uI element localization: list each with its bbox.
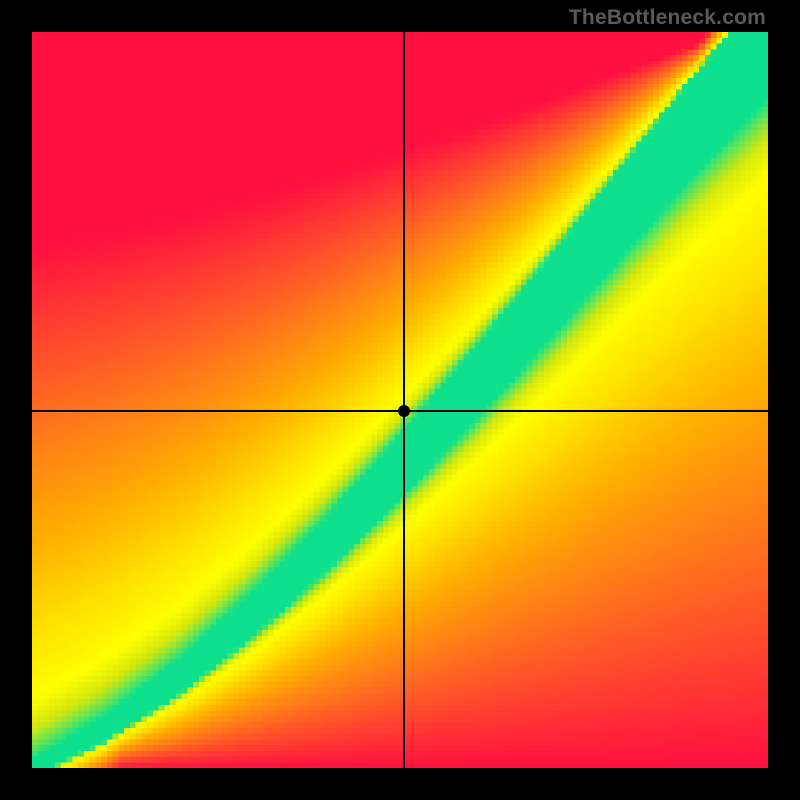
marker-dot	[398, 405, 410, 417]
root-container: { "source_watermark": { "text": "TheBott…	[0, 0, 800, 800]
crosshair-vertical	[403, 32, 405, 768]
heatmap-canvas	[32, 32, 768, 768]
watermark-text: TheBottleneck.com	[569, 6, 766, 30]
plot-area	[32, 32, 768, 768]
